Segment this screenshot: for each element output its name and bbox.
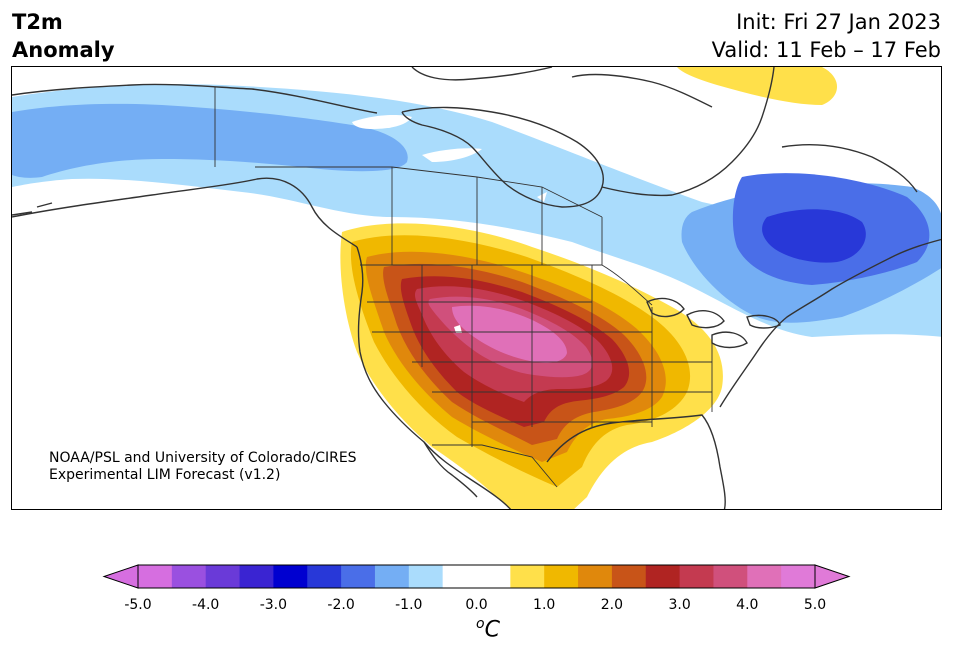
colorbar-tick-label: 3.0 bbox=[668, 597, 691, 613]
title-line-2: Anomaly bbox=[12, 38, 115, 62]
map-canvas bbox=[12, 67, 941, 509]
colorbar-cell bbox=[544, 565, 579, 588]
colorbar-cell bbox=[781, 565, 816, 588]
colorbar-cells bbox=[138, 565, 816, 588]
colorbar-tick-label: 5.0 bbox=[803, 597, 827, 613]
colorbar-cell bbox=[408, 565, 444, 588]
colorbar-tick-label: -3.0 bbox=[259, 597, 288, 613]
unit-superscript: o bbox=[476, 616, 485, 632]
greenland-warm bbox=[677, 67, 837, 105]
map-title: T2m Anomaly bbox=[12, 8, 115, 64]
colorbar-cell bbox=[442, 565, 477, 588]
title-line-1: T2m bbox=[12, 10, 63, 34]
borders bbox=[214, 87, 713, 488]
colorbar-cell bbox=[138, 565, 173, 588]
colorbar-over-arrow bbox=[814, 564, 851, 589]
colorbar-cell bbox=[611, 565, 647, 588]
unit-base: C bbox=[484, 617, 500, 643]
cold-band-core-east bbox=[762, 209, 866, 263]
colorbar-under-arrow bbox=[102, 564, 139, 589]
colorbar-unit: oC bbox=[476, 616, 500, 642]
colorbar-outline bbox=[137, 564, 816, 589]
colorbar-tick-label: -5.0 bbox=[124, 597, 152, 613]
colorbar-cell bbox=[239, 565, 274, 588]
coastlines bbox=[12, 67, 941, 509]
colorbar-tick-label: 0.0 bbox=[465, 597, 488, 613]
colorbar-tick-label: -1.0 bbox=[395, 597, 423, 613]
colorbar-tick-label: 4.0 bbox=[736, 597, 759, 613]
colorbar-cell bbox=[273, 565, 308, 588]
colorbar bbox=[102, 564, 851, 589]
colorbar-tick-label: -4.0 bbox=[192, 597, 220, 613]
lake-white bbox=[454, 325, 462, 333]
colorbar-tick-label: 2.0 bbox=[600, 597, 624, 613]
hudson-white-1 bbox=[352, 114, 412, 129]
colorbar-cell bbox=[747, 565, 782, 588]
colorbar-tick-label: -2.0 bbox=[327, 597, 355, 613]
warm-band-8 bbox=[452, 305, 567, 363]
hudson-white-2 bbox=[422, 148, 482, 162]
colorbar-cell bbox=[374, 565, 410, 588]
colorbar-tick-label: 1.0 bbox=[533, 597, 556, 613]
credit-text: NOAA/PSL and University of Colorado/CIRE… bbox=[49, 450, 357, 484]
colorbar-cell bbox=[476, 565, 511, 588]
valid-date: Valid: 11 Feb – 17 Feb bbox=[711, 38, 941, 62]
init-date: Init: Fri 27 Jan 2023 bbox=[736, 10, 941, 34]
colorbar-cell bbox=[679, 565, 714, 588]
colorbar-cell bbox=[205, 565, 241, 588]
colorbar-cell bbox=[307, 565, 342, 588]
colorbar-cell bbox=[510, 565, 545, 588]
cold-band-medium-alaska bbox=[12, 103, 408, 178]
colorbar-cell bbox=[341, 565, 376, 588]
colorbar-cell bbox=[645, 565, 681, 588]
colorbar-cell bbox=[578, 565, 613, 588]
colorbar-cell bbox=[713, 565, 748, 588]
credit-line-2: Experimental LIM Forecast (v1.2) bbox=[49, 467, 281, 483]
forecast-dates: Init: Fri 27 Jan 2023 Valid: 11 Feb – 17… bbox=[712, 8, 941, 64]
credit-line-1: NOAA/PSL and University of Colorado/CIRE… bbox=[49, 450, 357, 466]
colorbar-cell bbox=[171, 565, 207, 588]
anomaly-map bbox=[11, 66, 942, 510]
